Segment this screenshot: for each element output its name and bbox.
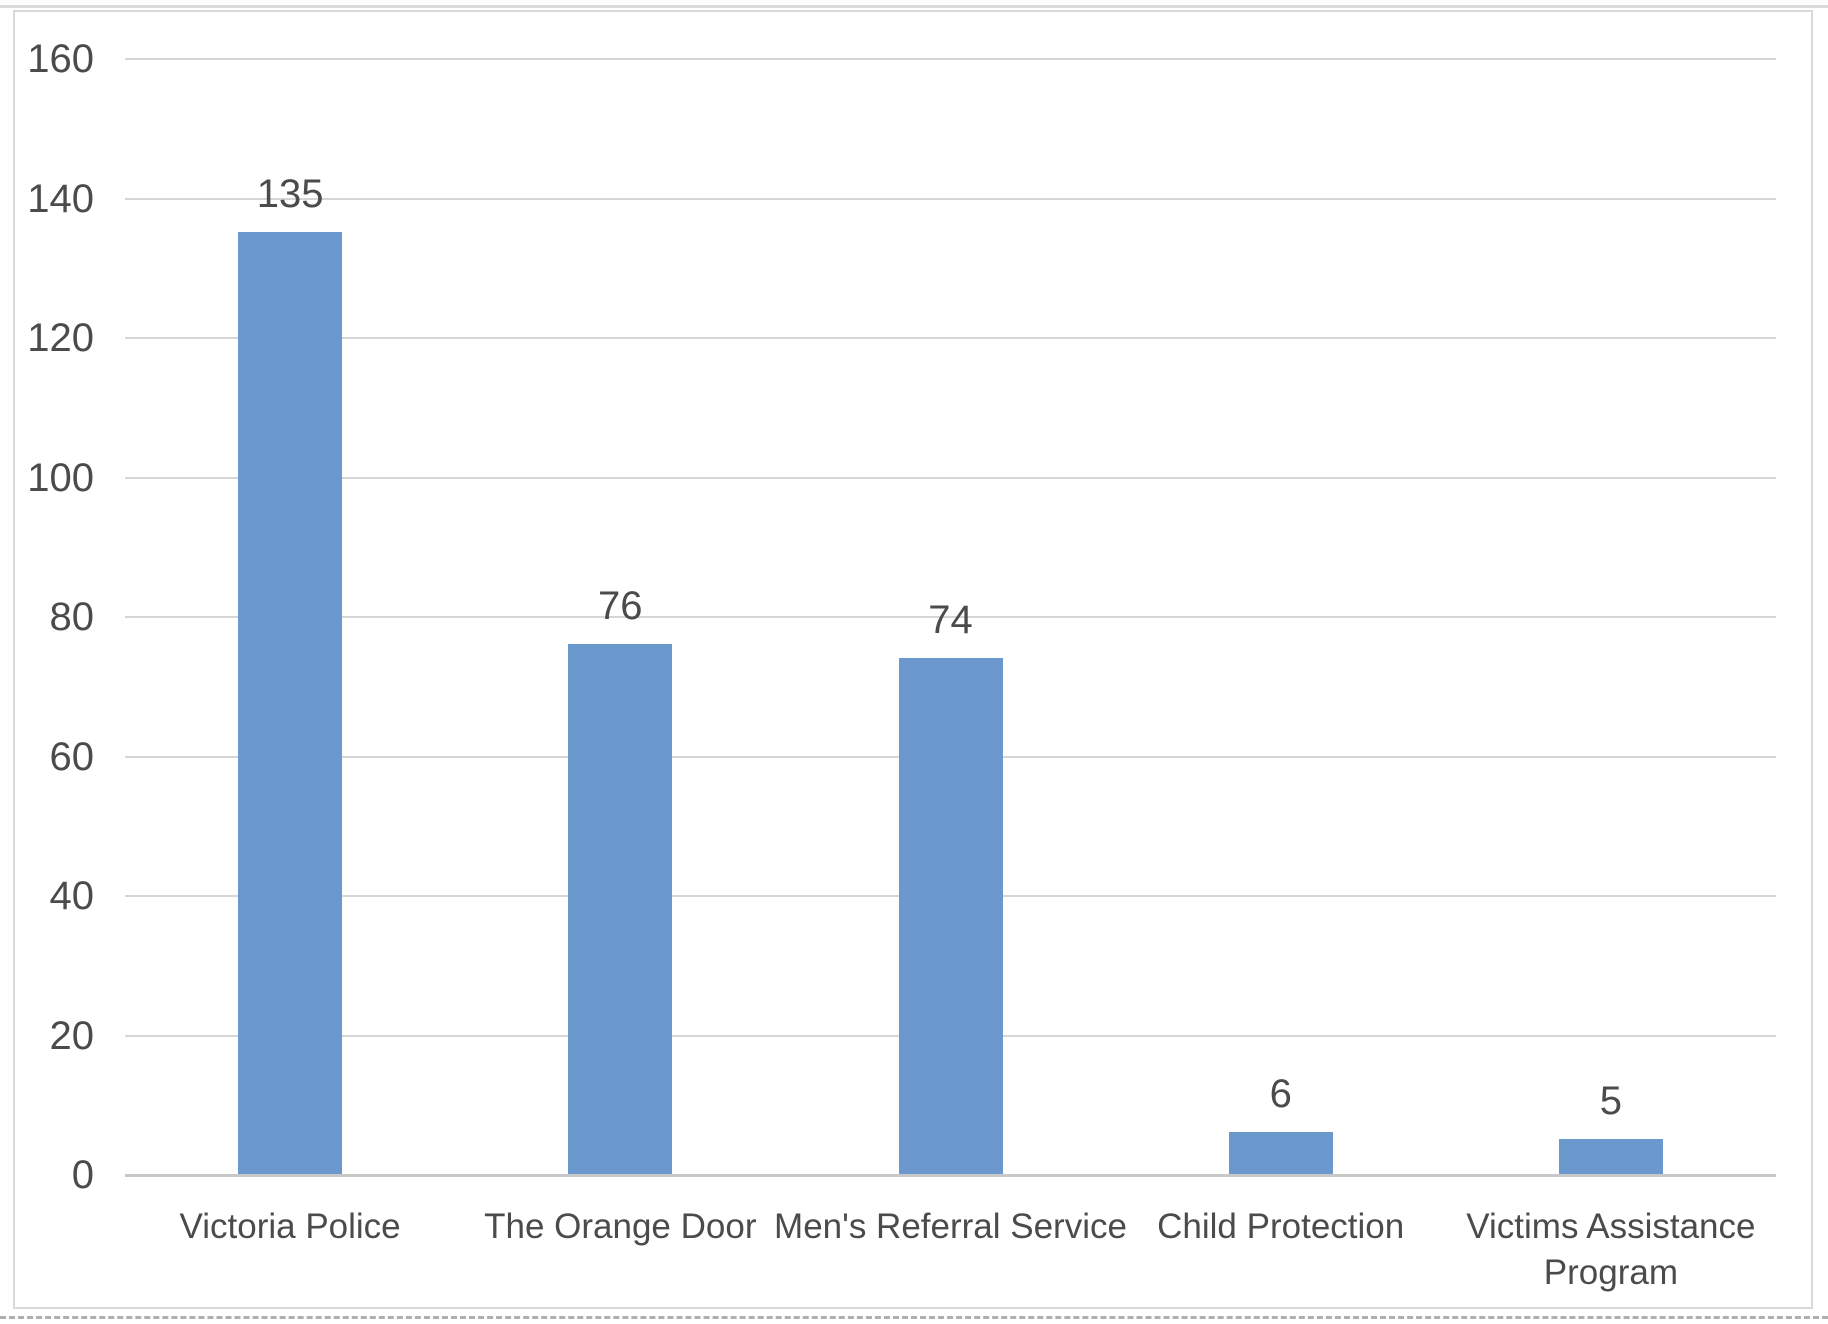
- bar-data-label: 6: [1269, 1072, 1292, 1117]
- bar: [1228, 1132, 1333, 1174]
- category-label: Men's Referral Service: [774, 1207, 1127, 1246]
- page-boundary-dashed-rule: [0, 1316, 1828, 1319]
- bar-data-label: 135: [256, 172, 324, 217]
- gridline: [125, 58, 1776, 60]
- y-tick-label: 40: [49, 874, 95, 918]
- bar: [898, 657, 1003, 1174]
- x-axis-line: [125, 1174, 1776, 1177]
- y-tick-label: 80: [49, 595, 95, 639]
- y-tick-label: 160: [27, 37, 94, 81]
- y-tick-label: 120: [27, 316, 94, 360]
- category-label: Victims Assistance Program: [1466, 1207, 1756, 1292]
- top-rule: [0, 5, 1828, 8]
- gridline: [125, 337, 1776, 339]
- bar-data-label: 74: [928, 597, 973, 642]
- bar-data-label: 5: [1599, 1079, 1623, 1124]
- gridline: [125, 616, 1776, 618]
- category-label: The Orange Door: [484, 1207, 757, 1246]
- y-tick-label: 140: [27, 176, 94, 221]
- y-tick-label: 100: [27, 455, 94, 500]
- gridline: [125, 476, 1776, 479]
- category-label: Victoria Police: [179, 1207, 401, 1246]
- category-label: Child Protection: [1157, 1207, 1405, 1246]
- gridline: [125, 197, 1776, 200]
- bar-data-label: 76: [598, 583, 643, 628]
- bar: [1558, 1139, 1663, 1174]
- bar-chart-frame: 0 20 40 60 80 100 120 140 160 135 76 74 6 5 Victoria…: [13, 10, 1813, 1309]
- y-tick-label: 60: [49, 734, 95, 779]
- y-tick-label: 20: [49, 1013, 95, 1058]
- bar: [238, 232, 343, 1174]
- y-tick-label: 0: [71, 1153, 94, 1197]
- bar: [568, 643, 673, 1174]
